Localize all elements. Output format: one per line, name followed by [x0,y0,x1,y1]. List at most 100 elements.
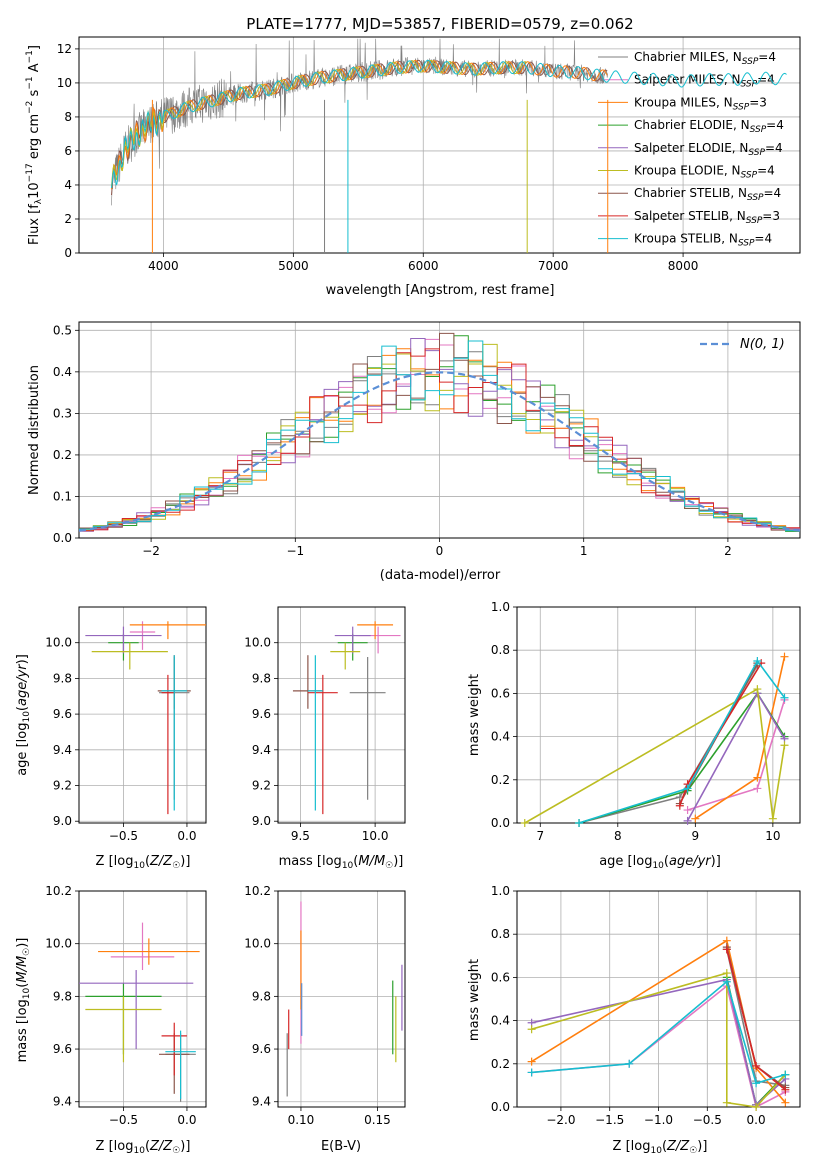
p8-ytick-label: 0.8 [491,927,510,941]
legend-sub: SSP [741,80,758,90]
mass-ebv-axes [277,890,406,1108]
weight-age-marker [753,657,762,665]
spectrum-model-line [111,59,787,189]
p8-ytick-label: 0.4 [491,1014,510,1028]
legend-label: Kroupa ELODIE, NSSP=4 [634,164,775,181]
legend-n: =4 [765,141,783,155]
weight-z-marker [527,1025,536,1034]
age-z-axes [78,606,207,824]
p3-ytick-label: 10.0 [45,636,72,650]
p1-ytick-label: 6 [64,144,72,158]
weight-z-marker [752,1061,761,1070]
legend-sub: SSP [741,171,758,181]
p2-ytick-label: 0.3 [53,406,72,420]
p6-ytick-label: 9.6 [53,1042,72,1056]
age-mass-axes [277,606,406,824]
p2-xtick-label: 2 [724,544,732,558]
p4-ytick-label: 9.2 [252,779,271,793]
p5-xtick-label: 10 [765,829,780,843]
p4-ytick-label: 9.0 [252,814,271,828]
weight-z-panel: Z [log10(Z/Z☉)] mass weight −2.0 −1.5 −1.0… [467,884,801,1156]
weight-z-xlabel: Z [log10(Z/Z☉)] [613,1139,708,1156]
p4-xtick-label: 9.5 [291,829,310,843]
legend-n: =4 [757,164,775,178]
p2-ytick-label: 0.5 [53,323,72,337]
p4-grid [278,607,405,823]
p8-xtick-label: −1.5 [595,1113,624,1127]
p6-ytick-label: 10.0 [45,937,72,951]
p5-ytick-label: 0.2 [491,773,510,787]
legend-sub: SSP [733,102,750,112]
p8-ytick-label: 0.6 [491,970,510,984]
p4-ytick-label: 10.0 [244,636,271,650]
p2-ytick-label: 0.4 [53,365,72,379]
p2-xtick-label: −1 [286,544,304,558]
p1-xtick-label: 5000 [278,259,309,273]
legend-sub: SSP [747,193,764,203]
legend-n: =4 [758,50,776,64]
p3-xtick-label: −0.5 [109,829,138,843]
p4-xtick-label: 10.0 [362,829,389,843]
weight-age-marker [753,773,762,782]
weight-age-marker [683,806,692,815]
legend-label: Chabrier ELODIE, NSSP=4 [634,118,784,135]
weight-z-ylabel: mass weight [467,959,482,1041]
p5-xtick-label: 7 [536,829,544,843]
weight-age-marker [780,652,789,661]
residual-ylabel: Normed distribution [27,365,42,495]
age-z-xlabel: Z [log10(Z/Z☉)] [96,854,191,871]
weight-z-marker [722,969,731,978]
weight-age-marker [768,814,777,823]
legend-label: Salpeter ELODIE, NSSP=4 [634,141,783,158]
p1-ytick-label: 4 [64,178,72,192]
legend-sub: SSP [742,57,759,67]
residual-xlabel: (data-model)/error [380,568,501,583]
p3-ytick-label: 9.0 [53,814,72,828]
legend-label: Salpeter STELIB, NSSP=3 [634,209,780,226]
weight-z-marker [527,1068,536,1077]
p1-ytick-label: 0 [64,246,72,260]
p5-ytick-label: 0.6 [491,686,510,700]
age-z-panel: Z [log10(Z/Z☉)] age [log10(age/yr)] −0.5… [15,606,207,871]
figure-title: PLATE=1777, MJD=53857, FIBERID=0579, z=0… [246,15,633,33]
weight-age-marker [780,741,789,750]
age-mass-panel: mass [log10(M/M☉)] 9.5 10.0 9.0 9.2 9.4 9.6 9.… [244,606,406,871]
legend-n: =4 [754,232,772,246]
age-z-ylabel: age [log10(age/yr)] [15,654,32,776]
residual-panel: (data-model)/error Normed distribution N… [27,321,801,583]
weight-age-line [578,659,786,824]
p6-xtick-label: −0.5 [109,1113,138,1127]
p5-xtick-label: 9 [692,829,700,843]
p4-ytick-label: 9.8 [252,671,271,685]
p3-xtick-label: 0.0 [177,829,196,843]
weight-age-marker [575,819,584,827]
p3-ytick-label: 9.4 [53,743,72,757]
p1-xtick-label: 6000 [408,259,439,273]
p7-ytick-label: 9.6 [252,1042,271,1056]
weight-age-marker [683,816,692,825]
p5-ytick-label: 0.0 [491,816,510,830]
p7-xtick-label: 0.15 [364,1113,391,1127]
weight-age-ylabel: mass weight [467,674,482,756]
p7-ytick-label: 10.0 [244,937,271,951]
p5-ytick-label: 0.4 [491,730,510,744]
p5-xtick-label: 8 [614,829,622,843]
p3-ytick-label: 9.8 [53,671,72,685]
p8-ytick-label: 1.0 [491,884,510,898]
p8-ytick-label: 0.2 [491,1057,510,1071]
weight-age-marker [683,784,692,793]
p3-ytick-label: 9.2 [53,779,72,793]
mass-ebv-panel: E(B-V) 0.10 0.15 9.4 9.6 9.8 10.0 10.2 [244,884,406,1154]
weight-z-marker [781,1085,790,1094]
weight-age-panel: age [log10(age/yr)] mass weight 7 8 9 10 0.0… [467,600,801,871]
legend-label: Kroupa STELIB, NSSP=4 [634,232,772,249]
p2-ytick-label: 0.1 [53,489,72,503]
legend-label: Chabrier STELIB, NSSP=4 [634,186,781,203]
legend-n: =3 [749,95,767,109]
weight-z-marker [781,1070,790,1079]
weight-age-marker [753,784,762,793]
legend-n: =4 [764,186,782,200]
p7-ytick-label: 9.4 [252,1095,271,1109]
weight-age-xlabel: age [log10(age/yr)] [599,854,721,871]
p1-xtick-label: 7000 [538,259,569,273]
